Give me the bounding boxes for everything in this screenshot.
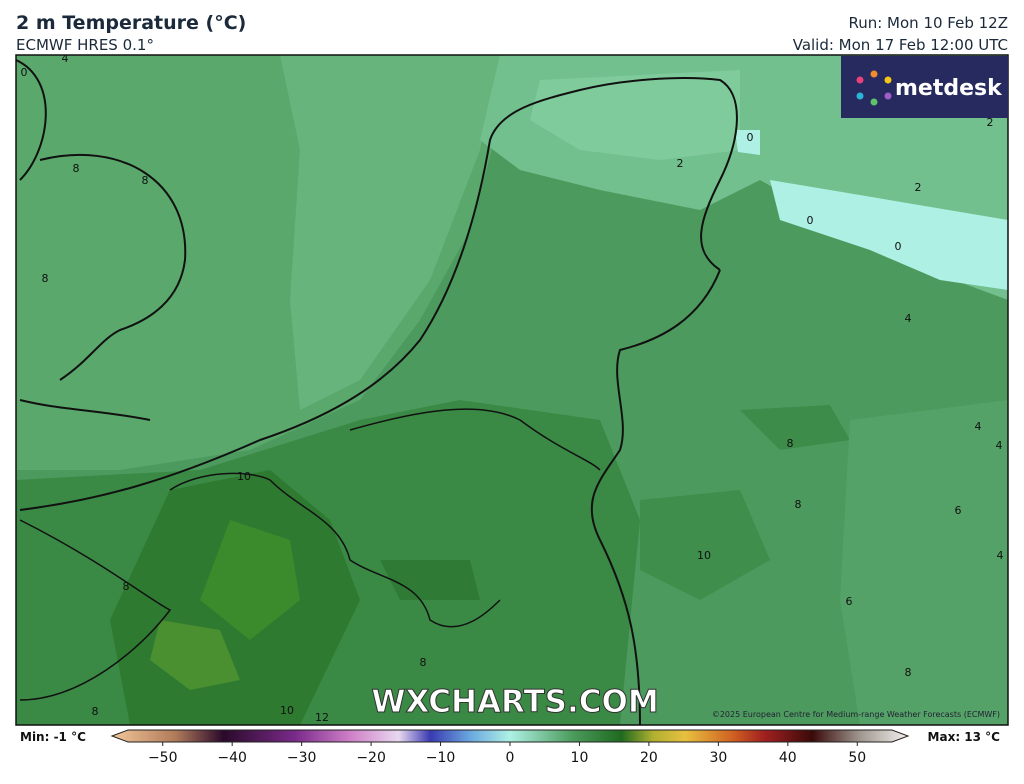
contour-label: 8 (905, 666, 912, 679)
colorbar-tick-label: −10 (426, 750, 456, 766)
contour-label: 8 (42, 272, 49, 285)
contour-label: 6 (955, 504, 962, 517)
copyright: ©2025 European Centre for Medium-range W… (712, 710, 1000, 719)
valid-time: Valid: Mon 17 Feb 12:00 UTC (792, 36, 1008, 54)
contour-label: 4 (975, 420, 982, 433)
contour-label: 8 (142, 174, 149, 187)
contour-label: 4 (62, 52, 69, 65)
contour-label: 4 (996, 439, 1003, 452)
colorbar-tick-label: −50 (148, 750, 178, 766)
contour-label: 10 (697, 549, 711, 562)
contour-label: 0 (895, 240, 902, 253)
contour-label: 8 (92, 705, 99, 718)
contour-label: 4 (905, 312, 912, 325)
title: 2 m Temperature (°C) (16, 12, 247, 34)
contour-label: 6 (846, 595, 853, 608)
contour-label: 0 (807, 214, 814, 227)
contour-label: 4 (997, 549, 1004, 562)
map-frame (15, 54, 1009, 726)
contour-label: 8 (73, 162, 80, 175)
subtitle: ECMWF HRES 0.1° (16, 36, 154, 54)
contour-label: 0 (747, 131, 754, 144)
colorbar-tick-label: 50 (848, 750, 866, 766)
contour-label: 12 (315, 711, 329, 724)
borders (19, 408, 601, 701)
colorbar-tick-label: 30 (709, 750, 727, 766)
cold-lake-area (770, 180, 1008, 290)
logo-box (841, 56, 1008, 118)
contour-label: 8 (787, 437, 794, 450)
contour-label: 10 (237, 470, 251, 483)
contour-label: 2 (915, 181, 922, 194)
warm-core (150, 620, 240, 690)
warm-patch (380, 560, 480, 600)
colorbar-tick-label: −30 (287, 750, 317, 766)
wadden-cool (530, 70, 740, 160)
warm-patch (740, 405, 850, 450)
logo-icon (856, 70, 892, 106)
warm-core (200, 520, 300, 640)
watermark: WXCHARTS.COM (371, 684, 658, 720)
contour-label: 10 (280, 704, 294, 717)
colorbar-tick-label: 0 (506, 750, 515, 766)
colorbar-tick-label: −40 (217, 750, 247, 766)
sea-warm-band (280, 55, 500, 410)
colorbar-tick-label: 40 (779, 750, 797, 766)
contour-label: 8 (420, 656, 427, 669)
east-cooler (840, 400, 1008, 725)
colorbar-bar (110, 729, 910, 743)
colorbar-tick-label: 10 (571, 750, 589, 766)
cold-spot (735, 130, 760, 155)
run-time: Run: Mon 10 Feb 12Z (848, 14, 1008, 32)
map-layers: 4 0 8 8 8 2 0 2 0 0 2 4 8 4 4 10 8 6 10 4 8 6 8 8 8 10 12 (16, 52, 1008, 725)
colorbar: −50 −40 −30 −20 −10 0 10 20 30 40 50 (110, 729, 910, 766)
contour-label: 8 (123, 580, 130, 593)
contour-label: 8 (795, 498, 802, 511)
contour-label: 2 (677, 157, 684, 170)
logo-text: metdesk (895, 76, 1003, 101)
min-label: Min: -1 °C (20, 730, 86, 744)
contour-label: 0 (21, 66, 28, 79)
max-label: Max: 13 °C (928, 730, 1001, 744)
contour-labels: 4 0 8 8 8 2 0 2 0 0 2 4 8 4 4 10 8 6 10 4 8 6 8 8 8 10 12 (21, 52, 1004, 724)
coastline-border (16, 59, 738, 725)
warm-patch (640, 490, 770, 600)
colorbar-tick-label: −20 (356, 750, 386, 766)
contour-label: 2 (987, 116, 994, 129)
colorbar-tick-label: 20 (640, 750, 658, 766)
